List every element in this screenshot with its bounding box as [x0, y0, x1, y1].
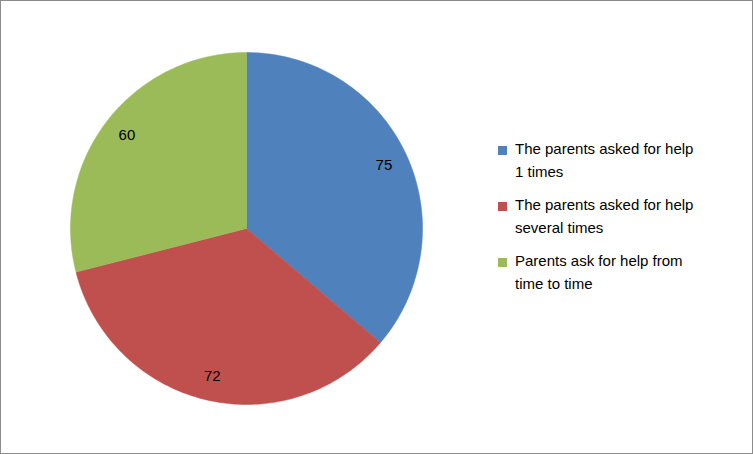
svg-text:60: 60 — [119, 126, 136, 143]
svg-text:72: 72 — [204, 367, 221, 384]
svg-text:75: 75 — [376, 156, 393, 173]
html-text:The parents asked for help 1 t: The parents asked for help 1 times — [515, 140, 694, 180]
html-text:The parents asked for help sev: The parents asked for help several times — [515, 196, 694, 236]
html-text:Parents ask for help from time: Parents ask for help from time to time — [515, 252, 683, 292]
